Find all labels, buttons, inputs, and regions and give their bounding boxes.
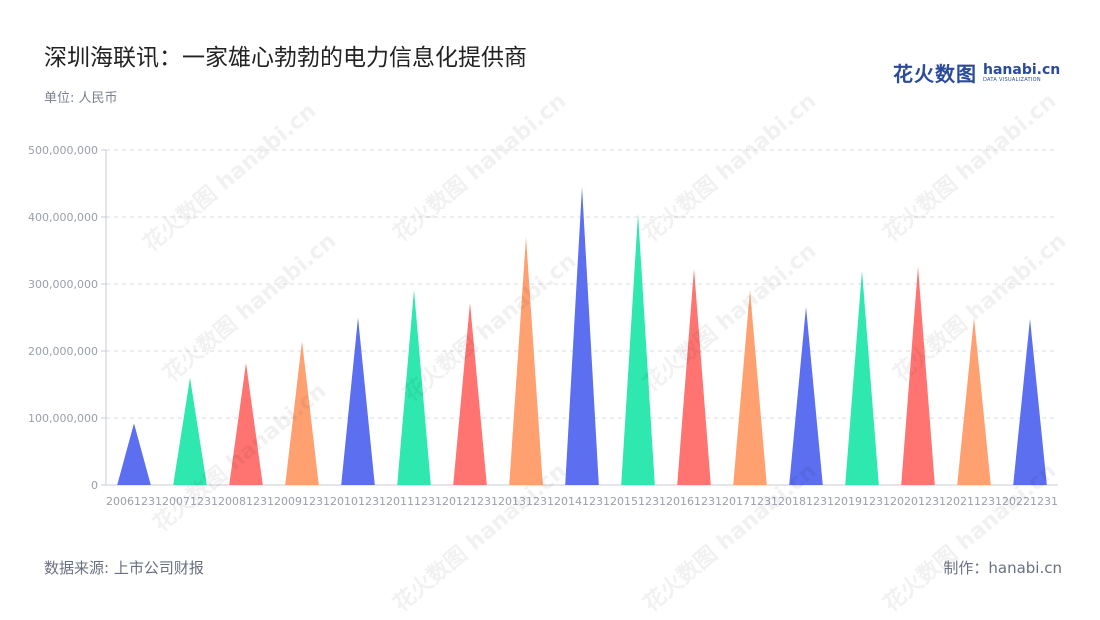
y-tick-label: 300,000,000 <box>28 278 98 291</box>
bar-triangle <box>117 423 151 485</box>
x-tick-label: 20151231 <box>610 495 666 508</box>
bar-triangle <box>901 266 935 485</box>
brand-logo-en-block: hanabi.cn DATA VISUALIZATION <box>983 63 1060 83</box>
bar-triangle <box>453 302 487 485</box>
brand-logo-en: hanabi.cn <box>983 61 1061 78</box>
y-tick-label: 400,000,000 <box>28 211 98 224</box>
bar-triangle <box>509 237 543 485</box>
x-tick-label: 20091231 <box>274 495 330 508</box>
data-source: 数据来源: 上市公司财报 <box>44 559 204 577</box>
bar-triangle <box>957 317 991 485</box>
x-tick-label: 20211231 <box>946 495 1002 508</box>
chart-title: 深圳海联讯：一家雄心勃勃的电力信息化提供商 <box>44 45 527 71</box>
y-tick-label: 500,000,000 <box>28 144 98 157</box>
bar-triangle <box>1013 318 1047 485</box>
bar-triangle <box>173 377 207 485</box>
x-tick-label: 20131231 <box>498 495 554 508</box>
x-tick-label: 20101231 <box>330 495 386 508</box>
y-tick-label: 200,000,000 <box>28 345 98 358</box>
x-tick-label: 20161231 <box>666 495 722 508</box>
x-tick-label: 20191231 <box>834 495 890 508</box>
brand-logo-sub: DATA VISUALIZATION <box>983 76 1041 83</box>
bar-triangle <box>229 363 263 485</box>
x-tick-label: 20201231 <box>890 495 946 508</box>
bar-triangle <box>397 290 431 485</box>
bar-triangle <box>789 306 823 485</box>
x-tick-label: 20141231 <box>554 495 610 508</box>
x-tick-label: 20071231 <box>162 495 218 508</box>
bar-triangle <box>565 186 599 485</box>
x-tick-label: 20171231 <box>722 495 778 508</box>
x-tick-label: 20181231 <box>778 495 834 508</box>
x-tick-label: 20081231 <box>218 495 274 508</box>
brand-logo: 花火数图 hanabi.cn DATA VISUALIZATION <box>893 58 1060 87</box>
unit-label: 单位: 人民币 <box>44 91 118 106</box>
brand-logo-cn: 花火数图 <box>893 62 977 86</box>
bar-triangle <box>341 317 375 485</box>
bar-triangle <box>677 268 711 485</box>
credit: 制作：hanabi.cn <box>943 559 1062 577</box>
y-tick-label: 100,000,000 <box>28 412 98 425</box>
bar-triangle <box>621 213 655 485</box>
y-tick-label: 0 <box>91 479 98 492</box>
x-tick-label: 20121231 <box>442 495 498 508</box>
x-tick-label: 20061231 <box>106 495 162 508</box>
bar-triangle <box>845 270 879 485</box>
x-tick-label: 20111231 <box>386 495 442 508</box>
bar-triangle <box>285 340 319 485</box>
bar-triangle <box>733 290 767 485</box>
x-tick-label: 20221231 <box>1002 495 1058 508</box>
